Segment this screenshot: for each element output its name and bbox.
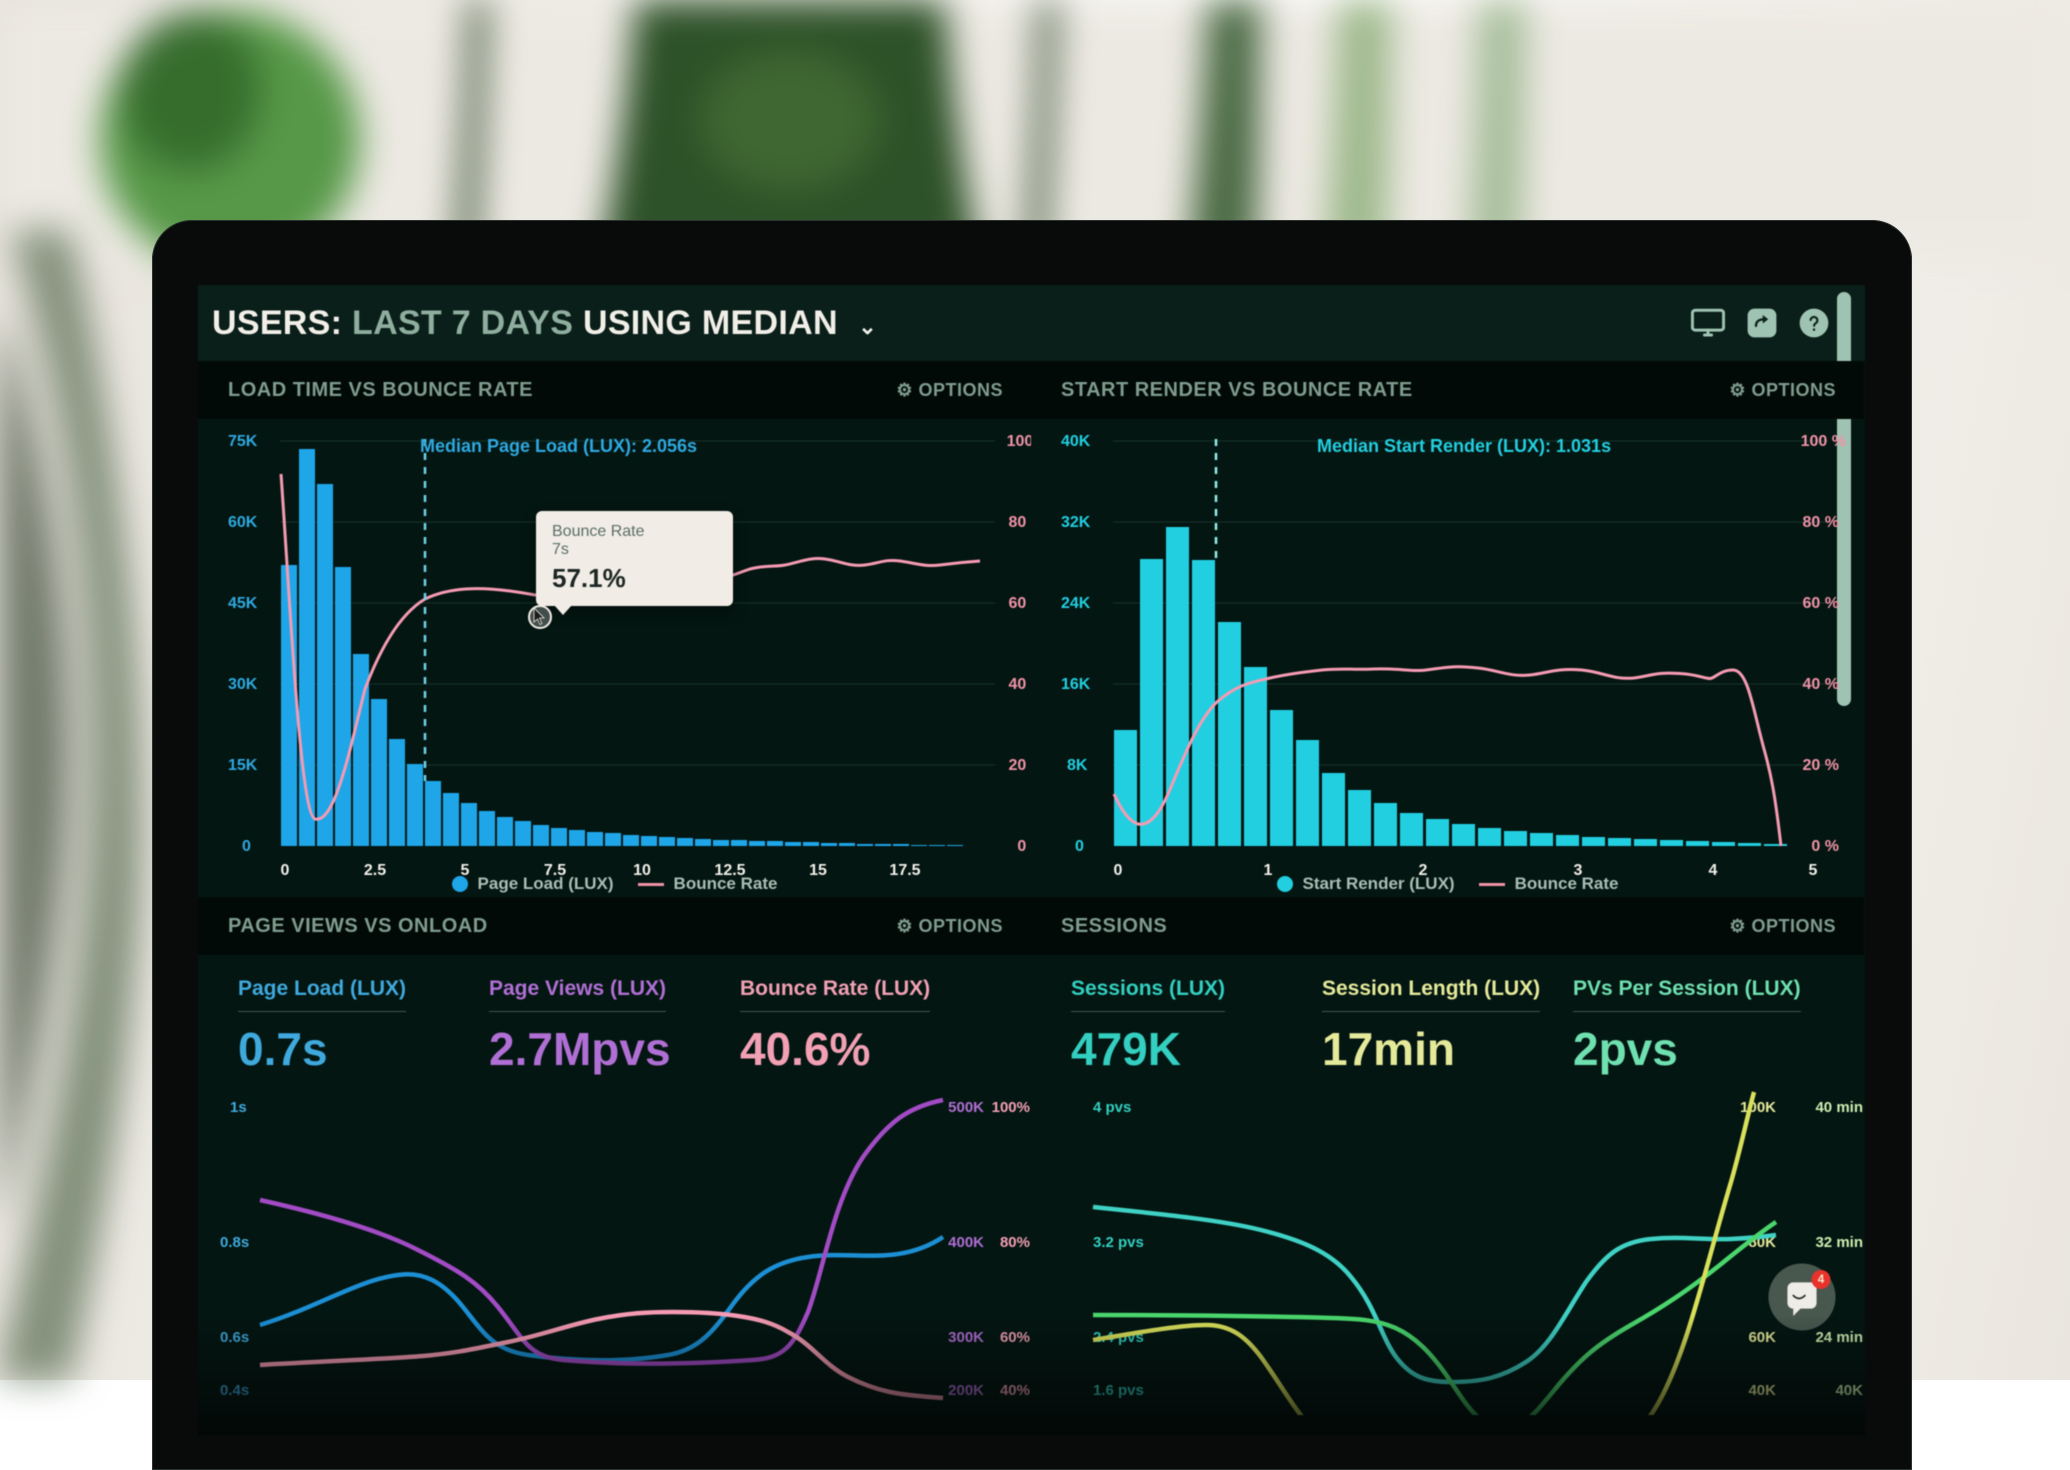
- svg-text:40K: 40K: [1748, 1382, 1776, 1399]
- svg-text:80 %: 80 %: [1009, 514, 1031, 531]
- svg-text:80 %: 80 %: [1803, 514, 1839, 531]
- svg-text:0: 0: [1075, 838, 1084, 855]
- svg-text:15K: 15K: [228, 757, 258, 774]
- svg-text:0: 0: [242, 838, 251, 855]
- svg-text:24K: 24K: [1061, 595, 1091, 612]
- svg-text:60K: 60K: [228, 514, 258, 531]
- svg-text:200K: 200K: [948, 1382, 984, 1399]
- svg-text:4: 4: [1818, 1273, 1825, 1286]
- svg-text:40K: 40K: [1835, 1382, 1863, 1399]
- svg-text:60 %: 60 %: [1803, 595, 1839, 612]
- svg-text:1s: 1s: [230, 1099, 247, 1116]
- svg-text:100%: 100%: [992, 1099, 1030, 1116]
- svg-text:40 min: 40 min: [1815, 1099, 1863, 1116]
- svg-text:3.2 pvs: 3.2 pvs: [1093, 1234, 1144, 1251]
- svg-text:1.6 pvs: 1.6 pvs: [1093, 1382, 1144, 1399]
- svg-text:32 min: 32 min: [1815, 1234, 1863, 1251]
- svg-text:0 %: 0 %: [1017, 838, 1031, 855]
- svg-text:300K: 300K: [948, 1329, 984, 1346]
- svg-text:100 %: 100 %: [1007, 433, 1031, 450]
- svg-text:32K: 32K: [1061, 514, 1091, 531]
- svg-text:75K: 75K: [228, 433, 258, 450]
- svg-text:0 %: 0 %: [1811, 838, 1839, 855]
- svg-text:45K: 45K: [228, 595, 258, 612]
- svg-text:4 pvs: 4 pvs: [1093, 1099, 1131, 1116]
- svg-text:40%: 40%: [1000, 1382, 1030, 1399]
- svg-text:30K: 30K: [228, 676, 258, 693]
- svg-text:0.6s: 0.6s: [220, 1329, 249, 1346]
- svg-text:0.4s: 0.4s: [220, 1382, 249, 1399]
- svg-text:60%: 60%: [1000, 1329, 1030, 1346]
- svg-text:0.8s: 0.8s: [220, 1234, 249, 1251]
- svg-text:20 %: 20 %: [1803, 757, 1839, 774]
- svg-text:80%: 80%: [1000, 1234, 1030, 1251]
- svg-text:16K: 16K: [1061, 676, 1091, 693]
- svg-text:100K: 100K: [1740, 1099, 1776, 1116]
- svg-text:400K: 400K: [948, 1234, 984, 1251]
- svg-text:20 %: 20 %: [1009, 757, 1031, 774]
- svg-text:40K: 40K: [1061, 433, 1091, 450]
- svg-text:40 %: 40 %: [1009, 676, 1031, 693]
- svg-text:500K: 500K: [948, 1099, 984, 1116]
- svg-text:60 %: 60 %: [1009, 595, 1031, 612]
- svg-text:100 %: 100 %: [1801, 433, 1846, 450]
- svg-text:40 %: 40 %: [1803, 676, 1839, 693]
- svg-text:8K: 8K: [1067, 757, 1088, 774]
